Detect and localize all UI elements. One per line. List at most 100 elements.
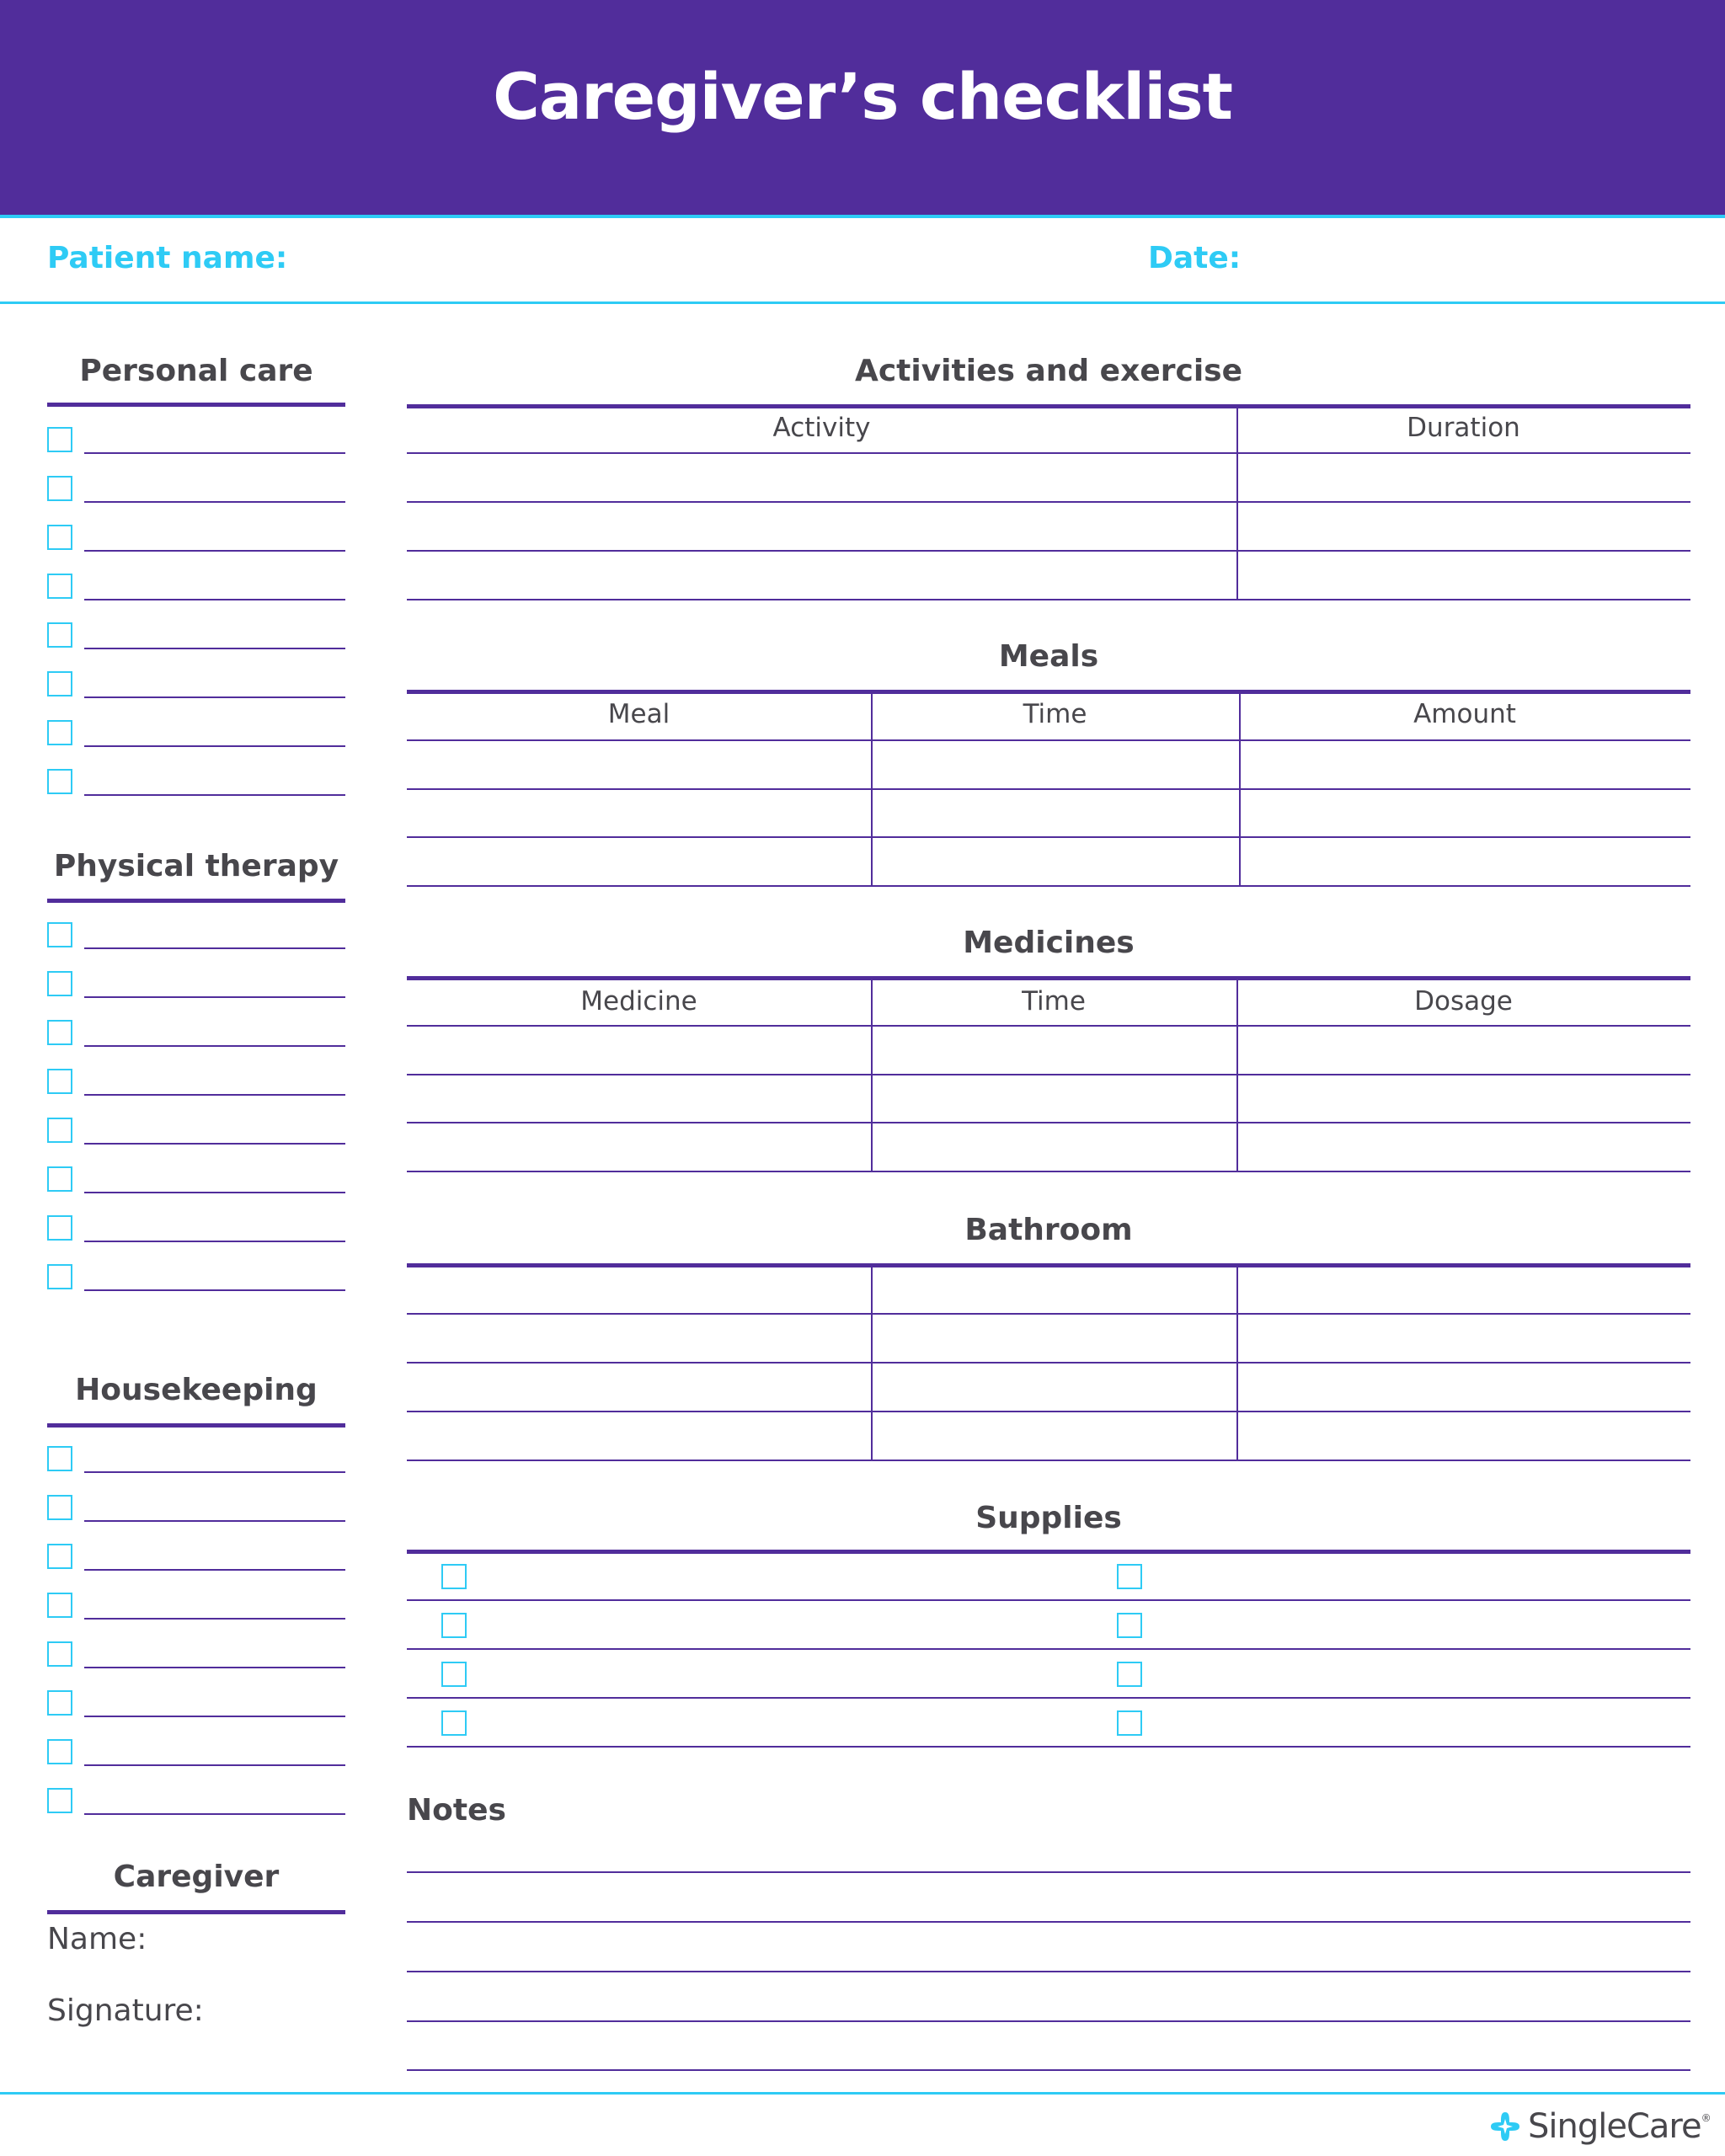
write-in-line[interactable] — [84, 1241, 345, 1242]
supply-checkbox[interactable] — [441, 1710, 467, 1736]
checkbox[interactable] — [47, 476, 72, 501]
notes-line[interactable] — [407, 1921, 1690, 1923]
write-in-line[interactable] — [84, 1143, 345, 1145]
table-row-line — [407, 1746, 1690, 1748]
checkbox[interactable] — [47, 1264, 72, 1289]
column-header-time: Time — [1023, 699, 1087, 729]
write-in-line[interactable] — [84, 452, 345, 454]
write-in-line[interactable] — [84, 1094, 345, 1096]
notes-line[interactable] — [407, 2020, 1690, 2022]
checkbox[interactable] — [47, 1446, 72, 1471]
supply-checkbox[interactable] — [1117, 1564, 1142, 1589]
write-in-line[interactable] — [84, 1520, 345, 1522]
section-bar — [407, 404, 1690, 408]
table-row-line — [407, 1171, 1690, 1172]
table-row-line — [407, 885, 1690, 887]
write-in-line[interactable] — [84, 696, 345, 698]
write-in-line[interactable] — [84, 1289, 345, 1291]
supply-checkbox[interactable] — [441, 1662, 467, 1687]
checkbox[interactable] — [47, 1069, 72, 1094]
column-divider — [871, 976, 873, 1171]
table-row-line — [407, 1460, 1690, 1461]
supply-checkbox[interactable] — [441, 1564, 467, 1589]
write-in-line[interactable] — [84, 1716, 345, 1717]
column-header-dosage: Dosage — [1414, 986, 1513, 1017]
checkbox[interactable] — [47, 769, 72, 794]
section-title-notes: Notes — [407, 1793, 506, 1828]
table-row-line — [407, 1122, 1690, 1123]
write-in-line[interactable] — [84, 1813, 345, 1815]
write-in-line[interactable] — [84, 1471, 345, 1473]
section-title-physical-therapy: Physical therapy — [53, 849, 339, 883]
checkbox[interactable] — [47, 1215, 72, 1241]
write-in-line[interactable] — [84, 947, 345, 949]
section-bar — [47, 1910, 345, 1914]
write-in-line[interactable] — [84, 1764, 345, 1766]
checkbox[interactable] — [47, 1593, 72, 1618]
supply-checkbox[interactable] — [1117, 1662, 1142, 1687]
page-title: Caregiver’s checklist — [493, 59, 1233, 134]
write-in-line[interactable] — [84, 745, 345, 747]
column-header-medicine: Medicine — [580, 986, 697, 1017]
checkbox[interactable] — [47, 574, 72, 599]
write-in-line[interactable] — [84, 550, 345, 552]
table-row-line — [407, 550, 1690, 552]
write-in-line[interactable] — [84, 648, 345, 649]
patient-name-label: Patient name: — [47, 241, 288, 275]
notes-line[interactable] — [407, 2069, 1690, 2071]
supply-checkbox[interactable] — [1117, 1710, 1142, 1736]
checkbox[interactable] — [47, 971, 72, 996]
column-divider — [871, 690, 873, 885]
table-row-line — [407, 1411, 1690, 1412]
supply-checkbox[interactable] — [1117, 1613, 1142, 1638]
checkbox[interactable] — [47, 622, 72, 648]
checkbox[interactable] — [47, 671, 72, 696]
write-in-line[interactable] — [84, 501, 345, 503]
checkbox[interactable] — [47, 922, 72, 947]
section-bar — [407, 690, 1690, 694]
checkbox[interactable] — [47, 1788, 72, 1813]
write-in-line[interactable] — [84, 1667, 345, 1668]
checkbox[interactable] — [47, 427, 72, 452]
section-title-medicines: Medicines — [963, 926, 1135, 960]
column-divider — [871, 1263, 873, 1460]
checkbox[interactable] — [47, 525, 72, 550]
section-bar — [407, 1263, 1690, 1267]
column-divider — [1239, 690, 1241, 885]
column-header-amount: Amount — [1413, 699, 1516, 729]
checkbox[interactable] — [47, 1690, 72, 1716]
write-in-line[interactable] — [84, 1569, 345, 1571]
table-row-line — [407, 1025, 1690, 1027]
column-divider — [1236, 976, 1238, 1171]
table-row-line — [407, 1362, 1690, 1364]
notes-line[interactable] — [407, 1871, 1690, 1873]
section-bar — [47, 1423, 345, 1428]
checkbox[interactable] — [47, 1020, 72, 1045]
notes-line[interactable] — [407, 1971, 1690, 1972]
checkbox[interactable] — [47, 1739, 72, 1764]
section-title-housekeeping: Housekeeping — [75, 1373, 318, 1407]
column-header-duration: Duration — [1407, 413, 1520, 443]
column-divider — [1236, 404, 1238, 599]
checkbox[interactable] — [47, 1544, 72, 1569]
write-in-line[interactable] — [84, 1045, 345, 1047]
write-in-line[interactable] — [84, 794, 345, 796]
write-in-line[interactable] — [84, 599, 345, 600]
checkbox[interactable] — [47, 1495, 72, 1520]
write-in-line[interactable] — [84, 1192, 345, 1193]
section-title-meals: Meals — [998, 639, 1099, 674]
table-row-line — [407, 739, 1690, 741]
write-in-line[interactable] — [84, 1618, 345, 1620]
table-row-line — [407, 1697, 1690, 1699]
section-bar — [407, 1550, 1690, 1554]
column-divider — [1236, 1263, 1238, 1460]
checkbox[interactable] — [47, 1118, 72, 1143]
supply-checkbox[interactable] — [441, 1613, 467, 1638]
checkbox[interactable] — [47, 720, 72, 745]
caregiver-signature-label: Signature: — [47, 1993, 204, 2028]
write-in-line[interactable] — [84, 996, 345, 998]
section-bar — [407, 976, 1690, 980]
checkbox[interactable] — [47, 1641, 72, 1667]
checkbox[interactable] — [47, 1166, 72, 1192]
column-header-time: Time — [1022, 986, 1086, 1017]
